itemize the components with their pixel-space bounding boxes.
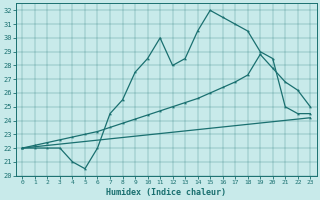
X-axis label: Humidex (Indice chaleur): Humidex (Indice chaleur) [106, 188, 226, 197]
